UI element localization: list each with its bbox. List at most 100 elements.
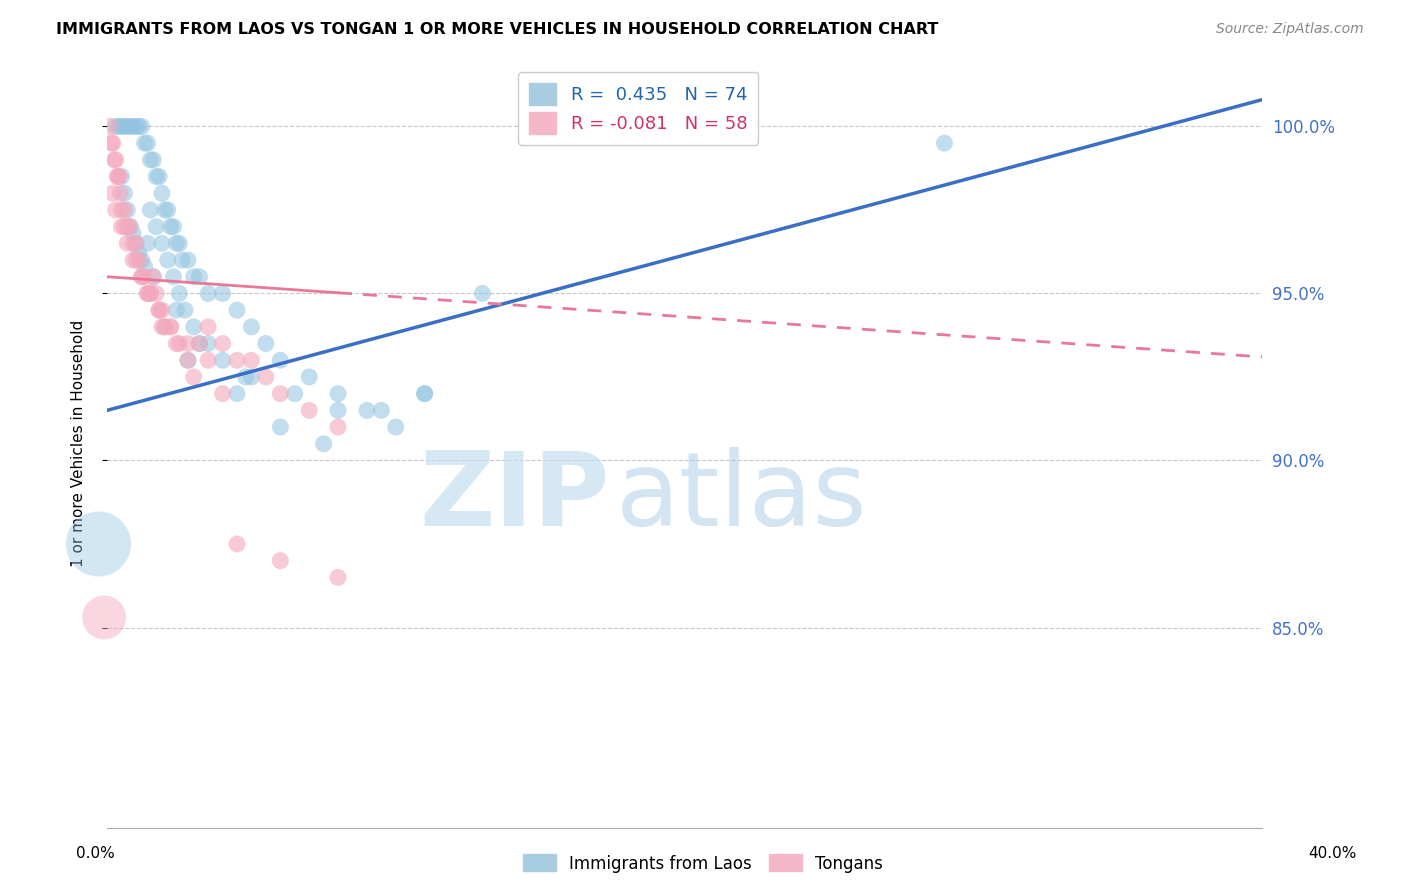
Point (162, 269, 184, 284)
Point (139, 202, 162, 217)
Point (385, 420, 408, 434)
Point (145, 286, 167, 301)
Point (177, 253, 200, 268)
Point (226, 303, 249, 318)
Point (120, 120, 142, 134)
Point (188, 336, 211, 351)
Point (165, 303, 187, 318)
Point (269, 386, 291, 401)
Point (153, 319, 176, 334)
Point (370, 403, 392, 417)
Point (156, 202, 179, 217)
Point (136, 236, 159, 251)
Point (136, 286, 159, 301)
Y-axis label: 1 or more Vehicles in Household: 1 or more Vehicles in Household (72, 320, 86, 567)
Legend: R =  0.435   N = 74, R = -0.081   N = 58: R = 0.435 N = 74, R = -0.081 N = 58 (519, 72, 758, 145)
Point (269, 554, 291, 568)
Point (112, 202, 135, 217)
Point (177, 336, 200, 351)
Point (153, 202, 176, 217)
Point (269, 420, 291, 434)
Point (254, 370, 277, 384)
Point (107, 169, 129, 184)
Point (240, 370, 263, 384)
Point (150, 303, 173, 318)
Point (101, 136, 124, 150)
Point (183, 269, 205, 284)
Point (125, 236, 148, 251)
Point (211, 386, 233, 401)
Point (197, 336, 219, 351)
Point (110, 169, 132, 184)
Point (356, 403, 378, 417)
Point (211, 286, 233, 301)
Point (134, 269, 156, 284)
Point (131, 120, 153, 134)
Point (312, 436, 335, 450)
Point (100, 136, 122, 150)
Point (134, 260, 156, 274)
Point (148, 169, 170, 184)
Point (139, 286, 162, 301)
Text: 0.0%: 0.0% (76, 847, 115, 861)
Point (110, 120, 132, 134)
Point (235, 370, 257, 384)
Point (110, 219, 132, 234)
Point (93, 610, 115, 624)
Text: Source: ZipAtlas.com: Source: ZipAtlas.com (1216, 22, 1364, 37)
Point (150, 236, 173, 251)
Point (104, 120, 127, 134)
Point (240, 319, 263, 334)
Point (122, 253, 145, 268)
Point (101, 186, 124, 201)
Point (108, 186, 131, 201)
Point (117, 202, 139, 217)
Point (153, 319, 176, 334)
Point (183, 370, 205, 384)
Point (150, 319, 173, 334)
Point (107, 169, 129, 184)
Point (112, 186, 135, 201)
Point (326, 403, 349, 417)
Point (131, 269, 153, 284)
Point (104, 153, 127, 167)
Point (284, 386, 307, 401)
Point (211, 336, 233, 351)
Point (162, 219, 184, 234)
Point (172, 253, 194, 268)
Point (226, 386, 249, 401)
Point (131, 269, 153, 284)
Point (139, 286, 162, 301)
Point (87, 537, 110, 551)
Point (120, 219, 142, 234)
Point (125, 120, 148, 134)
Point (104, 202, 127, 217)
Point (122, 227, 145, 241)
Point (145, 169, 167, 184)
Point (125, 236, 148, 251)
Point (298, 370, 321, 384)
Point (122, 236, 145, 251)
Point (134, 136, 156, 150)
Point (139, 153, 162, 167)
Point (298, 403, 321, 417)
Point (226, 537, 249, 551)
Point (128, 120, 150, 134)
Point (117, 219, 139, 234)
Point (183, 319, 205, 334)
Point (128, 246, 150, 260)
Point (98, 120, 121, 134)
Point (413, 386, 436, 401)
Point (211, 353, 233, 368)
Point (110, 202, 132, 217)
Point (197, 286, 219, 301)
Point (165, 236, 187, 251)
Point (103, 153, 125, 167)
Point (167, 286, 190, 301)
Point (269, 353, 291, 368)
Point (142, 269, 165, 284)
Point (174, 303, 197, 318)
Point (156, 253, 179, 268)
Point (167, 236, 190, 251)
Point (148, 303, 170, 318)
